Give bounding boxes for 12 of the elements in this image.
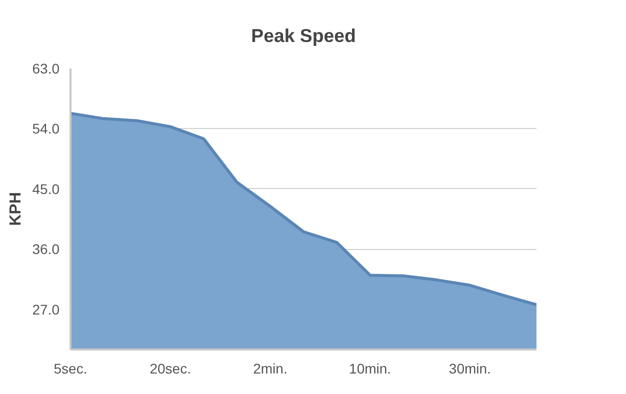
y-tick-label: 36.0 — [32, 241, 60, 258]
y-axis-title: KPH — [7, 192, 24, 226]
chart-title: Peak Speed — [251, 25, 356, 46]
y-tick-label: 63.0 — [32, 60, 60, 76]
y-tick-label: 45.0 — [32, 180, 60, 197]
x-tick-label: 10min. — [349, 360, 392, 376]
x-tick-label: 2min. — [253, 360, 288, 376]
x-tick-label: 20sec. — [150, 360, 191, 376]
x-tick-label: 5sec. — [54, 360, 88, 376]
y-tick-label: 54.0 — [32, 120, 60, 137]
y-tick-label: 27.0 — [32, 301, 60, 318]
x-tick-label: 30min. — [448, 360, 491, 376]
